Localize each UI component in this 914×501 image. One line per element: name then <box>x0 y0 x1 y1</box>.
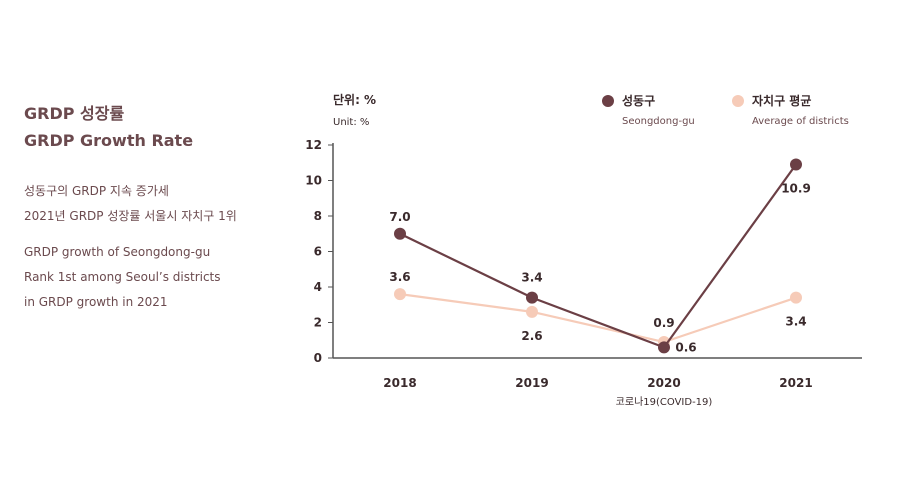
description-ko-line1: 성동구의 GRDP 지속 증가세 <box>24 184 169 198</box>
average-line <box>399 293 797 344</box>
x-tick-label: 2019 <box>515 376 548 390</box>
x-ticks: 2018 2019 2020 2021 <box>383 376 812 390</box>
seongdong-line <box>399 163 797 349</box>
seongdong-value-label: 3.4 <box>521 271 542 285</box>
description-en-line3: in GRDP growth in 2021 <box>24 295 168 309</box>
legend-label-average: 자치구 평균 <box>752 93 811 108</box>
legend-sublabel-seongdong: Seongdong-gu <box>622 116 695 127</box>
title-english: GRDP Growth Rate <box>24 131 194 150</box>
average-value-label: 3.4 <box>785 315 806 329</box>
y-ticks: 0 2 4 6 8 10 12 <box>305 138 333 365</box>
title-korean: GRDP 성장률 <box>24 104 125 123</box>
average-point <box>790 291 802 304</box>
seongdong-value-label: 7.0 <box>389 210 410 224</box>
average-value-label: 2.6 <box>521 329 542 343</box>
seongdong-point <box>394 227 406 240</box>
average-point <box>394 288 406 301</box>
seongdong-value-label: 0.6 <box>675 340 696 354</box>
y-tick-label: 0 <box>314 351 322 365</box>
x-tick-label: 2021 <box>779 376 812 390</box>
y-tick-label: 8 <box>314 209 322 223</box>
unit-label-ko: 단위: % <box>333 92 376 107</box>
data-labels: 7.0 3.4 0.6 10.9 3.6 2.6 0.9 3.4 <box>389 182 810 355</box>
description-en-line2: Rank 1st among Seoul’s districts <box>24 270 221 284</box>
description-ko-line2: 2021년 GRDP 성장률 서울시 자치구 1위 <box>24 209 237 223</box>
legend-marker-seongdong <box>602 95 614 107</box>
average-value-label: 3.6 <box>389 270 410 284</box>
legend-label-seongdong: 성동구 <box>622 94 655 108</box>
seongdong-point <box>526 291 538 304</box>
seongdong-value-label: 10.9 <box>781 182 811 196</box>
unit-label-en: Unit: % <box>333 117 369 128</box>
series-seongdong <box>394 158 802 354</box>
y-tick-label: 4 <box>314 280 322 294</box>
description-en-line1: GRDP growth of Seongdong-gu <box>24 245 211 259</box>
seongdong-point <box>658 341 670 354</box>
y-tick-label: 10 <box>305 174 322 188</box>
x-tick-label: 2020 <box>647 376 680 390</box>
series-average <box>394 288 802 349</box>
x-tick-label: 2018 <box>383 376 416 390</box>
average-value-label: 0.9 <box>653 316 674 330</box>
covid-note: 코로나19(COVID-19) <box>616 396 713 408</box>
y-tick-label: 2 <box>314 316 322 330</box>
legend-sublabel-average: Average of districts <box>752 116 849 127</box>
legend-marker-average <box>732 95 744 107</box>
y-tick-label: 12 <box>305 138 322 152</box>
y-tick-label: 6 <box>314 245 322 259</box>
average-point <box>526 305 538 318</box>
seongdong-point <box>790 158 802 171</box>
